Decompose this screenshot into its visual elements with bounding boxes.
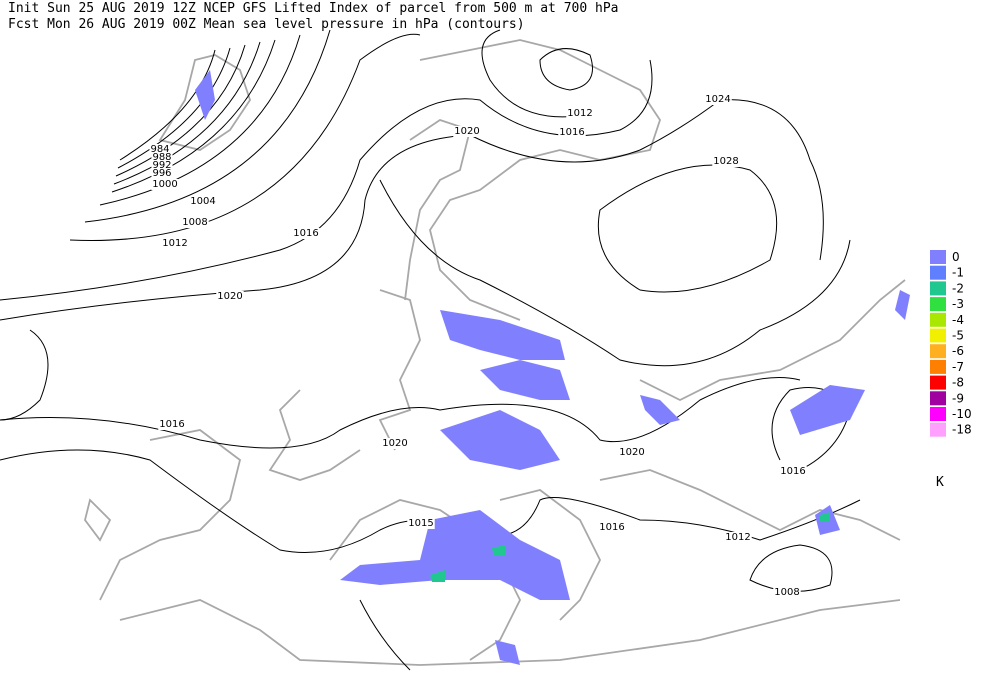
contour-label-bg	[292, 228, 320, 239]
legend-label: -7	[952, 360, 964, 374]
legend-label: 0	[952, 250, 960, 264]
contour-label-bg	[151, 160, 173, 171]
contour-label: 1020	[217, 291, 242, 302]
contour-label-bg	[181, 217, 209, 228]
legend-label: -1	[952, 266, 964, 280]
contour-label-bg	[216, 291, 244, 302]
legend-label: -6	[952, 344, 964, 358]
legend-swatch	[930, 265, 946, 280]
legend-label: -10	[952, 407, 972, 421]
legend-label: -8	[952, 376, 964, 390]
contour-label: 1028	[713, 156, 738, 167]
contour-label-bg	[724, 532, 752, 543]
contour-label-bg	[712, 156, 740, 167]
contour-label-bg	[704, 94, 732, 105]
contour-label-bg	[158, 419, 186, 430]
contour-label-bg	[453, 126, 481, 137]
contour-label: 1008	[182, 217, 207, 228]
contour-label-bg	[161, 238, 189, 249]
legend: K 0 -1-2 -3 -4 -5-6 -7 -8-9 -10 -18	[930, 250, 972, 490]
contour-label-bg	[151, 179, 179, 190]
contour-label: 1008	[774, 587, 799, 598]
contour-label-bg	[381, 438, 409, 449]
contour-label-bg	[149, 144, 171, 155]
legend-unit: K	[936, 475, 944, 490]
contour-label-bg	[151, 168, 173, 179]
legend-swatch	[930, 407, 946, 421]
legend-swatch	[930, 422, 946, 437]
contour-label-bg	[598, 522, 626, 533]
legend-label: -3	[952, 297, 964, 311]
contour-label: 1012	[725, 532, 750, 543]
li-minus2-area	[430, 570, 445, 582]
contour-label-bg	[558, 127, 586, 138]
contour-label-bg	[189, 196, 217, 207]
contour-label: 1024	[705, 94, 730, 105]
legend-swatch	[930, 281, 946, 296]
contour-label: 984	[150, 144, 169, 155]
contour-label-bg	[618, 447, 646, 458]
contour-label-bg	[151, 152, 173, 163]
legend-label: -9	[952, 391, 964, 405]
contour-label: 996	[152, 168, 171, 179]
legend-swatch	[930, 359, 946, 374]
pressure-contours	[0, 29, 861, 671]
contour-label: 992	[152, 160, 171, 171]
contour-label: 1016	[780, 466, 805, 477]
legend-swatch	[930, 391, 946, 406]
contour-label: 1020	[454, 126, 479, 137]
legend-label: -4	[952, 313, 964, 327]
lifted-index-areas	[195, 70, 910, 665]
contour-label: 1015	[408, 518, 433, 529]
contour-label: 1020	[619, 447, 644, 458]
contour-label-bg	[779, 466, 807, 477]
contour-label: 988	[152, 152, 171, 163]
legend-label: -2	[952, 281, 964, 295]
li-minus2-area	[820, 512, 830, 522]
header-line-1: Init Sun 25 AUG 2019 12Z NCEP GFS Lifted…	[8, 1, 618, 16]
contour-label: 1012	[567, 108, 592, 119]
legend-label: -5	[952, 329, 964, 343]
contour-label-bg	[407, 518, 435, 529]
li-minus2-area	[492, 545, 506, 556]
contour-label: 1000	[152, 179, 177, 190]
contour-label: 1012	[162, 238, 187, 249]
legend-label: -18	[952, 423, 972, 437]
contour-label-bg	[566, 108, 594, 119]
contour-label: 1016	[559, 127, 584, 138]
contour-label: 1016	[599, 522, 624, 533]
contour-label: 1004	[190, 196, 215, 207]
legend-swatch	[930, 344, 946, 359]
contour-label: 1016	[293, 228, 318, 239]
legend-swatch	[930, 250, 946, 264]
contour-label: 1016	[159, 419, 184, 430]
legend-swatch	[930, 375, 946, 390]
contour-label: 1020	[382, 438, 407, 449]
legend-swatch	[930, 312, 946, 327]
legend-swatch	[930, 297, 946, 312]
legend-swatch	[930, 328, 946, 343]
contour-label-bg	[773, 587, 801, 598]
header-line-2: Fcst Mon 26 AUG 2019 00Z Mean sea level …	[8, 17, 525, 32]
